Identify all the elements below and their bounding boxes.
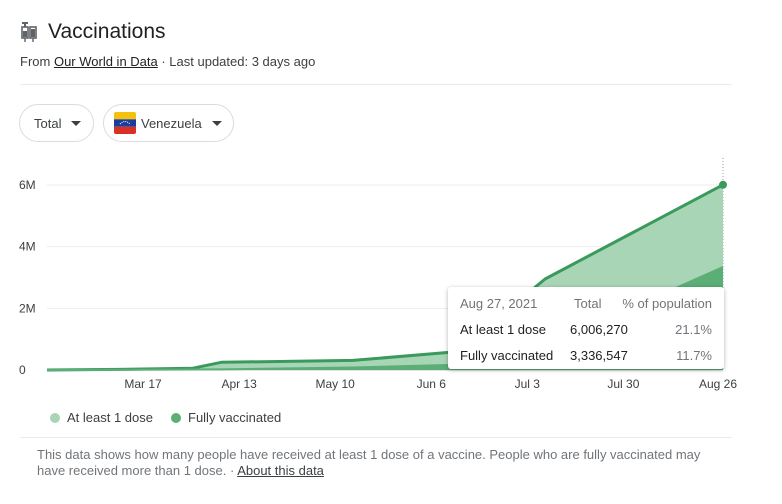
tooltip-row-total: 6,006,270 — [570, 322, 628, 337]
x-tick-label: Apr 13 — [221, 377, 257, 391]
page-title: Vaccinations — [48, 20, 166, 43]
x-tick-label: Jul 3 — [515, 377, 541, 391]
bottom-divider — [20, 437, 732, 438]
tooltip-row-pct: 21.1% — [675, 322, 712, 337]
x-tick-label: Jul 30 — [607, 377, 639, 391]
tooltip-row-total: 3,336,547 — [570, 348, 628, 363]
legend-dot-icon — [50, 412, 60, 423]
y-tick-label: 2M — [19, 301, 36, 315]
x-tick-label: May 10 — [316, 377, 356, 391]
tooltip-date: Aug 27, 2021 — [460, 296, 538, 311]
x-tick-label: Aug 26 — [699, 377, 737, 391]
legend-label: At least 1 dose — [67, 410, 153, 425]
country-dropdown[interactable]: Venezuela — [103, 104, 234, 142]
tooltip-total-header: Total — [574, 296, 602, 311]
footnote-text: This data shows how many people have rec… — [37, 447, 701, 478]
y-tick-label: 0 — [19, 363, 26, 377]
chart-header: Vaccinations From Our World in Data · La… — [20, 18, 732, 69]
chart-tooltip: Aug 27, 2021 Total % of population At le… — [448, 287, 724, 369]
legend-item-at-least-one-dose[interactable]: At least 1 dose — [50, 410, 153, 425]
caret-down-icon — [71, 120, 82, 126]
legend-item-fully-vaccinated[interactable]: Fully vaccinated — [171, 410, 281, 425]
legend-label: Fully vaccinated — [188, 410, 282, 425]
data-footnote: This data shows how many people have rec… — [37, 447, 727, 479]
legend-dot-icon — [171, 412, 181, 423]
country-dropdown-label: Venezuela — [141, 115, 202, 131]
tooltip-row-label: At least 1 dose — [460, 322, 546, 337]
about-data-link[interactable]: About this data — [237, 463, 324, 478]
source-line: From Our World in Data · Last updated: 3… — [20, 54, 732, 69]
tooltip-pct-header: % of population — [622, 296, 712, 311]
x-tick-label: Jun 6 — [417, 377, 447, 391]
source-prefix: From — [20, 54, 54, 69]
x-tick-label: Mar 17 — [124, 377, 162, 391]
hover-point — [719, 180, 727, 189]
tooltip-row-label: Fully vaccinated — [460, 348, 554, 363]
chart-legend: At least 1 dose Fully vaccinated — [50, 410, 299, 425]
metric-dropdown-label: Total — [34, 115, 62, 131]
y-tick-label: 6M — [19, 178, 36, 192]
syringe-icon — [21, 22, 37, 42]
caret-down-icon — [211, 120, 222, 126]
y-tick-label: 4M — [19, 240, 36, 254]
tooltip-row-pct: 11.7% — [676, 348, 712, 363]
top-divider — [20, 84, 732, 85]
title-row: Vaccinations — [20, 18, 732, 46]
source-link[interactable]: Our World in Data — [53, 54, 158, 69]
footnote-separator: · — [226, 463, 238, 478]
metric-dropdown[interactable]: Total — [19, 104, 94, 142]
venezuela-flag-icon — [114, 112, 136, 134]
last-updated: · Last updated: 3 days ago — [157, 54, 316, 69]
